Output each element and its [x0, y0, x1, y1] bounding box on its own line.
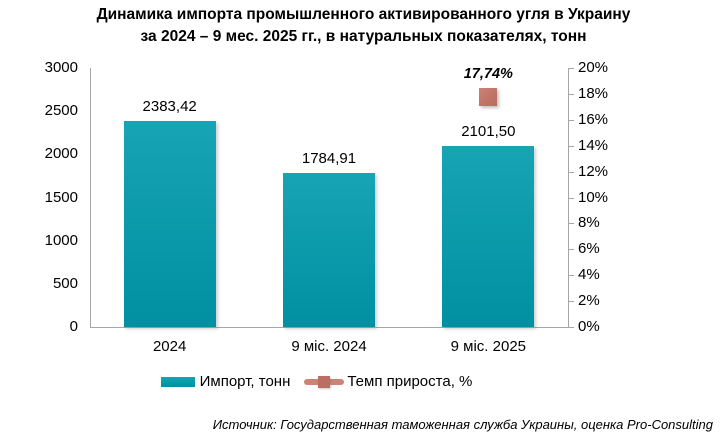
right-axis-tick-mark: [568, 249, 574, 251]
right-axis-tick-label: 18%: [578, 84, 609, 102]
growth-rate-label: 17,74%: [463, 66, 513, 83]
right-axis-tick-mark: [568, 223, 574, 225]
right-axis-tick-mark: [568, 197, 574, 199]
right-axis-tick-mark: [568, 301, 574, 303]
legend: Импорт, тонн Темп прироста, %: [0, 372, 633, 392]
bar-value-label: 1784,91: [301, 149, 357, 167]
source-note: Источник: Государственная таможенная слу…: [212, 417, 713, 432]
legend-square-marker-icon: [318, 376, 331, 388]
legend-item: Импорт, тонн: [160, 372, 291, 392]
bar-2024: [123, 121, 216, 327]
x-axis-category-label: 9 міс. 2025: [450, 338, 526, 355]
left-axis-tick-label: 3000: [44, 59, 78, 76]
right-axis-tick-label: 2%: [578, 292, 600, 310]
legend-line-marker-swatch-icon: [304, 375, 345, 389]
left-axis-tick-label: 2000: [44, 145, 78, 163]
right-axis-tick-mark: [568, 275, 574, 277]
right-axis-tick-label: 4%: [578, 266, 600, 284]
left-axis-tick-label: 500: [52, 274, 78, 292]
chart-title-line1: Динамика импорта промышленного активиров…: [96, 6, 631, 23]
bar-value-label: 2101,50: [461, 122, 516, 140]
legend-bar-swatch-icon: [160, 377, 195, 387]
right-axis-tick-label: 16%: [578, 110, 609, 128]
legend-label: Импорт, тонн: [199, 373, 291, 390]
bottom-axis-line: [90, 327, 569, 328]
x-axis-category-label: 2024: [152, 338, 187, 355]
bar-9 міс. 2025: [442, 145, 535, 327]
left-axis-line: [90, 68, 91, 327]
right-axis-tick-label: 12%: [578, 162, 609, 180]
bar-value-label: 2383,42: [142, 98, 197, 116]
legend-item: Темп прироста, %: [304, 372, 472, 392]
right-axis-tick-mark: [568, 327, 574, 328]
left-axis-tick-label: 1000: [44, 231, 78, 249]
left-axis-tick-label: 2500: [44, 102, 78, 120]
left-axis-tick-label: 0: [69, 318, 78, 335]
right-axis-tick-mark: [568, 145, 574, 147]
right-axis-tick-label: 0%: [578, 318, 600, 335]
right-axis-tick-label: 10%: [578, 188, 609, 206]
chart-title: Динамика импорта промышленного активиров…: [0, 4, 727, 48]
x-axis-category-label: 9 міс. 2024: [291, 338, 367, 355]
right-axis-tick-label: 20%: [578, 59, 609, 76]
right-axis-tick-mark: [568, 119, 574, 121]
right-axis-tick-label: 14%: [578, 136, 609, 154]
legend-label: Темп прироста, %: [347, 373, 473, 390]
right-axis-tick-mark: [568, 171, 574, 173]
chart-title-line2: за 2024 – 9 мес. 2025 гг., в натуральных…: [140, 28, 587, 45]
right-axis-tick-label: 6%: [578, 240, 600, 258]
right-axis-tick-mark: [568, 93, 574, 95]
left-axis-tick-label: 1500: [44, 188, 78, 206]
bar-9 міс. 2024: [283, 172, 375, 327]
right-axis-tick-label: 8%: [578, 214, 600, 232]
right-axis-tick-mark: [568, 68, 574, 69]
growth-rate-marker: [479, 88, 498, 107]
